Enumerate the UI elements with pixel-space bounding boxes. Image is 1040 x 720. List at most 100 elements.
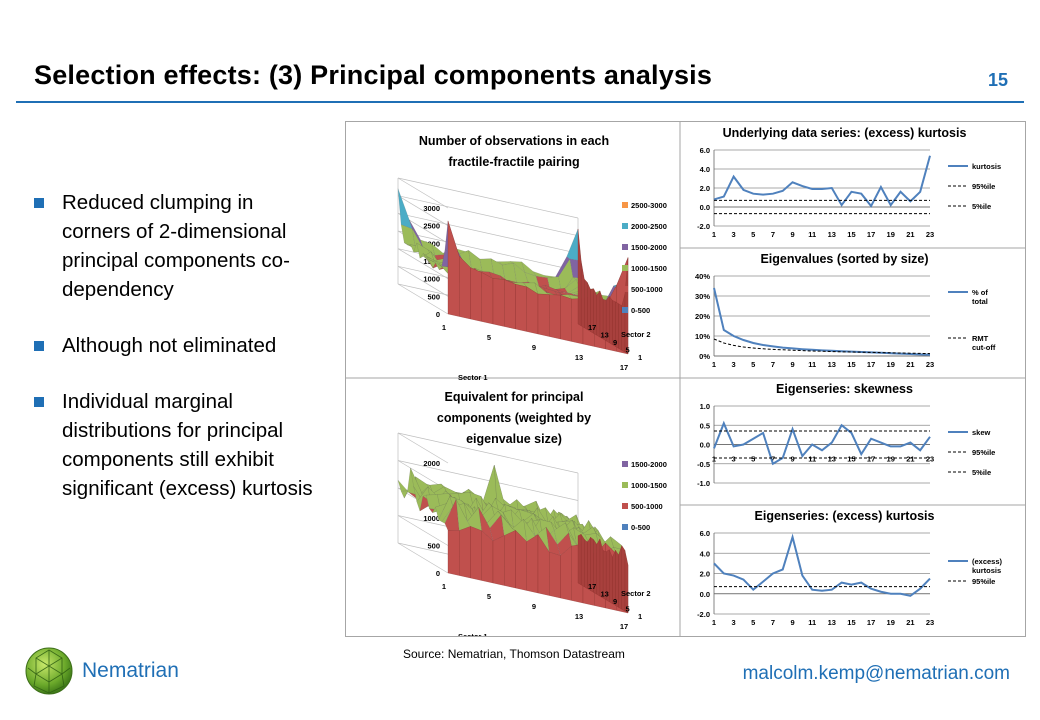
x-tick-label: 1 [712,618,716,627]
z-tick-label: 0 [436,569,440,578]
y-tick-label: 10% [695,332,710,341]
x-tick-label: 23 [926,230,934,239]
y-tick-label: 20% [695,312,710,321]
gridline [397,230,579,272]
x-tick-label: 1 [712,230,716,239]
y-axis-label: Sector 2 [621,589,651,598]
legend-label: cut-off [972,343,996,352]
surface-skirt [526,286,539,335]
bullet-square-icon [34,341,44,351]
contact-email: malcolm.kemp@nematrian.com [742,663,1010,684]
y-tick-label: -2.0 [697,610,710,619]
charts-canvas: Underlying data series: (excess) kurtosi… [346,122,1025,636]
x-tick-label: 3 [732,230,736,239]
surface-skirt [515,284,527,332]
x-tick-label: 13 [828,455,836,464]
legend-label: 500-1000 [631,502,663,511]
gridline [397,177,579,219]
x-tick-label: 9 [790,230,794,239]
chart-title: Eigenvalues (sorted by size) [760,252,928,266]
x-tick-label: 5 [487,592,491,601]
surface-skirt [618,303,622,351]
y-tick-label: 13 [601,590,609,599]
x-tick-label: 19 [887,360,895,369]
gridline [397,177,449,209]
x-tick-label: 17 [620,622,628,631]
surface-skirt [584,278,588,330]
legend-label: 5%ile [972,202,991,211]
surface-skirt [609,295,613,345]
legend-swatch [622,307,628,313]
line-chart: Eigenvalues (sorted by size)40%30%20%10%… [695,252,996,369]
chart-title: Equivalent for principal [445,390,584,404]
x-tick-label: 21 [906,360,914,369]
surface-skirt [481,272,494,325]
x-tick-label: 21 [906,618,914,627]
x-tick-label: 11 [808,618,816,627]
surface-skirt [549,294,561,340]
legend-label: (excess) [972,557,1003,566]
surface-skirt [596,290,601,338]
y-tick-label: 0% [699,352,710,361]
legend-label: 2000-2500 [631,222,667,231]
y-tick-label: 0.0 [700,203,710,212]
surface-chart: Equivalent for principal components (weig… [397,390,667,636]
x-tick-label: 9 [532,343,536,352]
x-tick-label: 1 [442,323,446,332]
legend-label: RMT [972,334,989,343]
surface-skirt [577,534,582,586]
x-tick-label: 15 [847,455,855,464]
x-tick-label: 5 [487,333,491,342]
surface-skirt [537,293,550,337]
legend-label: 0-500 [631,306,650,315]
surface-skirt [492,278,505,327]
surface-skirt [526,534,539,594]
bullet-item: Individual marginal distributions for pr… [34,387,324,503]
y-tick-label: 1 [638,612,642,621]
z-tick-label: 500 [427,292,440,301]
gridline [397,432,449,464]
z-tick-label: 500 [427,542,440,551]
bullet-item: Although not eliminated [34,331,324,360]
y-tick-label: 9 [613,597,617,606]
gridline [397,542,449,574]
y-tick-label: 1 [638,353,642,362]
legend-label: 1000-1500 [631,264,667,273]
legend-label: 2500-3000 [631,201,667,210]
gridline [397,195,449,226]
legend-label: kurtosis [972,162,1001,171]
x-tick-label: 17 [867,618,875,627]
surface-skirt [609,549,613,604]
surface-skirt [504,279,516,330]
y-tick-label: 0.0 [700,441,710,450]
y-tick-label: 6.0 [700,529,710,538]
page-number: 15 [987,70,1008,90]
x-tick-label: 13 [828,360,836,369]
bullet-square-icon [34,198,44,208]
surface-skirt [470,267,482,322]
bullet-item: Reduced clumping in corners of 2-dimensi… [34,188,324,304]
y-tick-label: 5 [626,605,630,614]
legend-swatch [622,461,628,467]
x-tick-label: 23 [926,360,934,369]
legend-swatch [622,524,628,530]
surface-skirt [447,530,460,576]
y-tick-label: 13 [601,331,609,340]
legend-swatch [622,202,628,208]
chart-title: Eigenseries: skewness [776,382,913,396]
x-tick-label: 15 [847,230,855,239]
x-tick-label: 9 [790,618,794,627]
surface-skirt [447,220,460,317]
x-tick-label: 13 [828,230,836,239]
x-tick-label: 13 [575,612,583,621]
x-tick-label: 11 [808,360,816,369]
x-tick-label: 5 [751,230,755,239]
legend-label: 95%ile [972,577,995,586]
gridline [397,266,449,297]
y-tick-label: 4.0 [700,165,710,174]
series-line [713,287,931,356]
x-tick-label: 7 [771,618,775,627]
x-tick-label: 5 [751,360,755,369]
legend-swatch [622,244,628,250]
